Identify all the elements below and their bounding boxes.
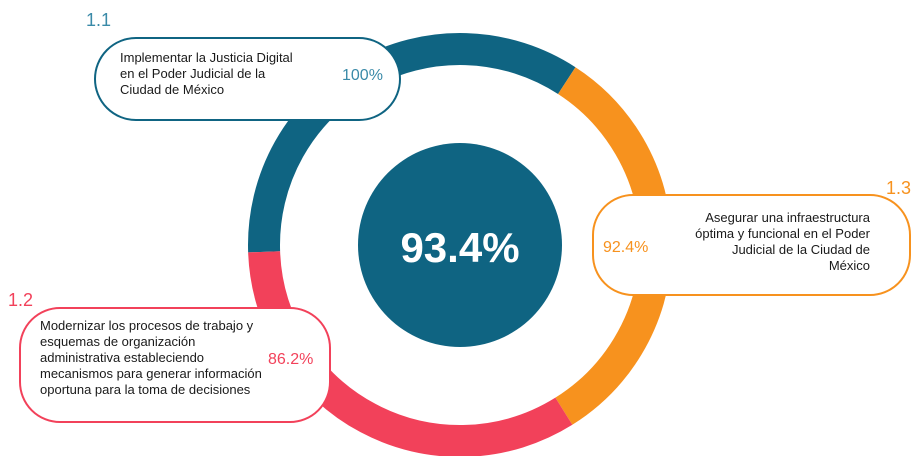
item-label-line: administrativa estableciendo [40, 350, 204, 365]
item-label-line: Asegurar una infraestructura [705, 210, 871, 225]
box-2 [19, 307, 331, 423]
item-label-line: Judicial de la Ciudad de [732, 242, 870, 257]
item-label-line: oportuna para la toma de decisiones [40, 382, 251, 397]
center-value: 93.4% [400, 224, 519, 271]
center-circle [358, 143, 562, 347]
item-label-line: esquemas de organización [40, 334, 195, 349]
item-label-line: óptima y funcional en el Poder [695, 226, 871, 241]
item-label-line: en el Poder Judicial de la [120, 66, 266, 81]
item-percent: 100% [342, 67, 383, 84]
item-label-line: Ciudad de México [120, 82, 224, 97]
item-percent: 92.4% [603, 239, 648, 256]
item-number: 1.1 [86, 10, 111, 30]
box-1 [94, 37, 401, 121]
item-label-line: México [829, 258, 870, 273]
item-label-line: Modernizar los procesos de trabajo y [40, 318, 254, 333]
box-3 [592, 194, 911, 296]
item-percent: 86.2% [268, 351, 313, 368]
item-number: 1.3 [886, 178, 911, 198]
item-label-line: mecanismos para generar información [40, 366, 262, 381]
item-number: 1.2 [8, 290, 33, 310]
item-label-line: Implementar la Justicia Digital [120, 50, 293, 65]
